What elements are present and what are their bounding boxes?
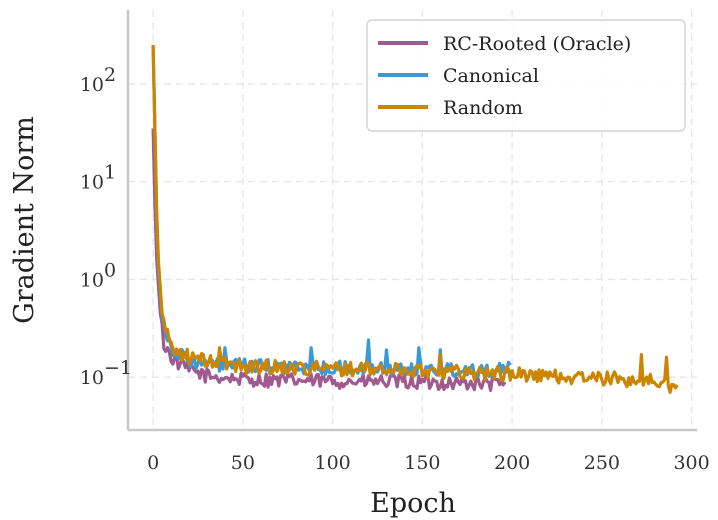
x-tick-label: 50 bbox=[231, 452, 255, 474]
x-tick-label: 150 bbox=[404, 452, 440, 474]
y-axis-label: Gradient Norm bbox=[9, 116, 40, 324]
legend-label: Canonical bbox=[443, 65, 539, 87]
x-tick-label: 0 bbox=[147, 452, 159, 474]
y-tick-label: 10 bbox=[80, 172, 104, 194]
series-line bbox=[151, 44, 679, 394]
x-tick-label: 100 bbox=[314, 452, 350, 474]
x-tick-label: 200 bbox=[494, 452, 530, 474]
y-tick-label: 10 bbox=[80, 269, 104, 291]
x-tick-labels: 0 50 100 150 200 250 300 bbox=[147, 452, 710, 474]
y-tick-label: 10 bbox=[80, 367, 104, 389]
legend-label: Random bbox=[443, 97, 523, 119]
x-tick-label: 250 bbox=[584, 452, 620, 474]
legend-box bbox=[366, 19, 686, 132]
series-lines bbox=[151, 44, 679, 394]
y-tick-label: 10 bbox=[80, 74, 104, 96]
y-tick-exponent: −1 bbox=[104, 357, 132, 379]
legend-label: RC-Rooted (Oracle) bbox=[443, 33, 631, 55]
y-tick-exponent: 2 bbox=[104, 64, 116, 86]
series-line bbox=[151, 128, 507, 392]
legend: RC-Rooted (Oracle) Canonical Random bbox=[366, 19, 686, 132]
axes bbox=[126, 10, 697, 432]
x-tick-label: 300 bbox=[673, 452, 709, 474]
y-tick-exponent: 0 bbox=[104, 259, 116, 281]
y-tick-exponent: 1 bbox=[104, 162, 116, 184]
x-axis-label: Epoch bbox=[370, 488, 456, 519]
